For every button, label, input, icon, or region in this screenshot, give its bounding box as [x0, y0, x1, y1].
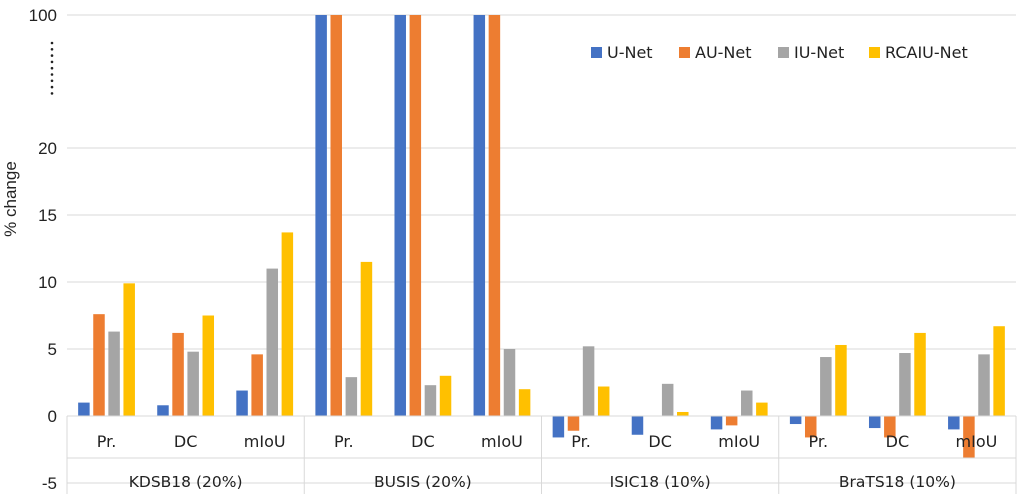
bar-iu-net — [820, 357, 832, 416]
category-label: Pr. — [334, 432, 354, 451]
category-label: DC — [174, 432, 198, 451]
bar-u-net — [948, 416, 960, 430]
bar-iu-net — [582, 346, 595, 416]
category-label: mIoU — [244, 432, 286, 451]
bar-iu-net — [266, 268, 279, 416]
category-label: DC — [648, 432, 672, 451]
bar-rcaiu-net — [518, 389, 531, 416]
group-label: BraTS18 (10%) — [839, 473, 956, 491]
y-tick-label: 0 — [48, 407, 57, 426]
category-label: Pr. — [809, 432, 829, 451]
axis-break-dot — [50, 85, 54, 89]
group-label: BUSIS (20%) — [374, 473, 472, 491]
bar-u-net — [710, 416, 723, 430]
bar-rcaiu-net — [677, 411, 689, 416]
group-label: ISIC18 (10%) — [610, 473, 711, 491]
y-tick-label: 10 — [38, 273, 57, 292]
legend-label: U-Net — [607, 43, 653, 62]
axis-break-dot — [50, 54, 54, 57]
category-label: Pr. — [97, 432, 117, 451]
bar-au-net — [567, 416, 580, 431]
legend-label: IU-Net — [794, 43, 844, 62]
bar-u-net — [473, 15, 486, 416]
legend-swatch — [679, 47, 690, 58]
category-label: mIoU — [718, 432, 760, 451]
group-label: KDSB18 (20%) — [129, 473, 243, 491]
bar-iu-net — [978, 354, 990, 416]
axis-break-dot — [50, 73, 54, 76]
bar-rcaiu-net — [281, 232, 294, 416]
bar-rcaiu-net — [914, 332, 926, 416]
bar-u-net — [394, 15, 406, 416]
legend-swatch — [869, 47, 880, 58]
bar-iu-net — [503, 349, 516, 416]
bar-au-net — [884, 416, 896, 438]
axis-break-dot — [50, 41, 54, 45]
bar-au-net — [804, 416, 817, 438]
bar-u-net — [552, 416, 565, 438]
axis-break-dot — [50, 92, 54, 95]
bar-u-net — [78, 402, 90, 416]
legend-label: AU-Net — [695, 43, 752, 62]
legend-swatch — [591, 47, 602, 58]
bar-u-net — [236, 390, 248, 416]
bar-rcaiu-net — [360, 261, 373, 416]
bar-iu-net — [741, 390, 753, 416]
axis-break-dot — [50, 48, 54, 51]
y-tick-label: -5 — [42, 474, 57, 493]
bar-rcaiu-net — [202, 315, 215, 416]
bar-rcaiu-net — [993, 326, 1005, 416]
bar-u-net — [157, 405, 169, 416]
category-label: Pr. — [571, 432, 591, 451]
axis-break-dot — [50, 60, 54, 64]
bar-u-net — [789, 416, 802, 425]
axis-break-dot — [50, 79, 54, 83]
bar-au-net — [330, 15, 342, 416]
bar-iu-net — [108, 331, 120, 416]
bar-iu-net — [661, 383, 674, 416]
bar-au-net — [488, 15, 501, 416]
y-tick-label: 20 — [38, 139, 57, 158]
legend-swatch — [778, 47, 789, 58]
y-axis-title: % change — [1, 161, 20, 237]
bar-rcaiu-net — [835, 344, 847, 416]
bar-iu-net — [345, 377, 358, 416]
bar-au-net — [172, 332, 184, 416]
bar-iu-net — [187, 351, 199, 416]
legend-label: RCAIU-Net — [885, 43, 968, 62]
bar-u-net — [868, 416, 881, 429]
category-label: DC — [886, 432, 910, 451]
category-label: mIoU — [956, 432, 998, 451]
bar-u-net — [315, 15, 327, 416]
bar-iu-net — [424, 385, 437, 416]
bar-au-net — [725, 416, 738, 426]
y-tick-label: 15 — [38, 206, 57, 225]
axis-break-dot — [50, 66, 54, 70]
bar-u-net — [631, 416, 644, 435]
y-tick-label: 100 — [29, 6, 57, 25]
y-tick-label: 5 — [48, 340, 57, 359]
bar-rcaiu-net — [597, 386, 610, 416]
bar-rcaiu-net — [123, 283, 135, 416]
bar-iu-net — [899, 353, 911, 416]
bar-au-net — [93, 314, 105, 416]
bar-rcaiu-net — [756, 402, 768, 416]
bar-rcaiu-net — [439, 375, 452, 416]
category-label: DC — [411, 432, 435, 451]
bar-au-net — [409, 15, 422, 416]
bar-au-net — [251, 354, 263, 416]
category-label: mIoU — [481, 432, 523, 451]
bar-au-net — [963, 416, 975, 458]
